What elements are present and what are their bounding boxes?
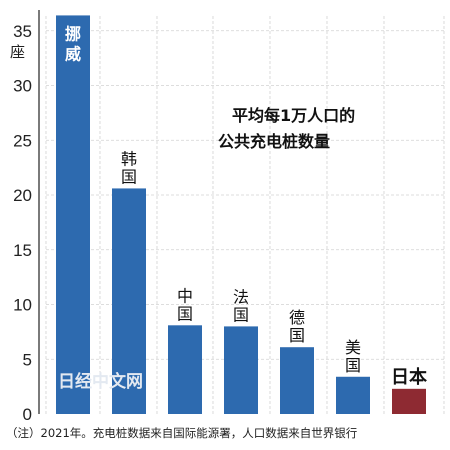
bar-5 [280, 347, 314, 414]
category-label-3: 中国 [177, 286, 193, 323]
chart-title: 平均每1万人口的公共充电桩数量 [218, 106, 355, 151]
category-label-2: 韩国 [121, 149, 137, 186]
y-tick-label: 10 [13, 296, 32, 315]
y-tick-label: 30 [13, 77, 32, 96]
watermark-text: 日经中文网 [58, 371, 143, 392]
category-labels: 挪威韩国中国 法国德国美国日本 [65, 24, 427, 387]
y-tick-label: 20 [13, 186, 32, 205]
category-label-4: 法国 [233, 287, 249, 324]
bar-6 [336, 376, 370, 414]
y-tick-label: 0 [23, 405, 32, 424]
y-tick-label: 5 [23, 350, 32, 369]
bar-7 [392, 388, 426, 414]
category-label-1: 挪威 [65, 24, 81, 63]
bar-2 [112, 188, 146, 414]
footnote: （注）2021年。充电桩数据来自国际能源署，人口数据来自世界银行 [6, 426, 358, 440]
bars [56, 15, 426, 414]
chart-title-text: 平均每1万人口的公共充电桩数量 [218, 106, 355, 151]
bar-3 [168, 325, 202, 414]
category-label-7: 日本 [391, 366, 427, 388]
y-axis-unit-label: 座 [10, 43, 25, 61]
category-label-5: 德国 [289, 308, 305, 345]
y-axis: 0 5 10 15 20 25 30 35 座 [10, 10, 40, 424]
y-tick-label: 15 [13, 241, 32, 260]
bar-4 [224, 326, 258, 414]
category-label-6: 美国 [345, 338, 361, 375]
y-tick-label: 35 [13, 22, 32, 41]
y-tick-label: 25 [13, 131, 32, 150]
bar-1 [56, 15, 90, 414]
